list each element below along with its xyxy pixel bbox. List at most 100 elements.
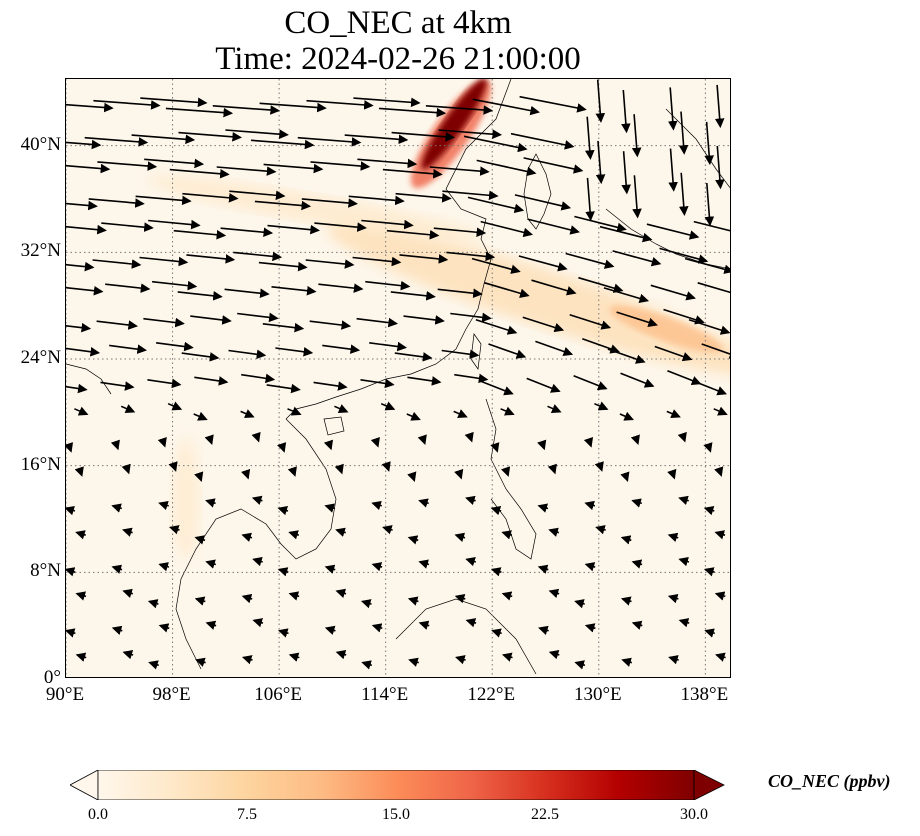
wind-vector bbox=[454, 532, 466, 542]
wind-vector bbox=[353, 97, 421, 108]
wind-vector bbox=[371, 623, 383, 633]
wind-vector bbox=[75, 530, 86, 540]
wind-vector bbox=[632, 175, 642, 219]
wind-vector bbox=[135, 195, 192, 206]
wind-vector bbox=[306, 99, 374, 110]
taiwan-coastline bbox=[470, 333, 482, 370]
wind-vector bbox=[169, 168, 230, 179]
wind-vector bbox=[382, 525, 393, 535]
wind-vector bbox=[313, 381, 348, 391]
wind-vector bbox=[584, 562, 596, 572]
wind-vector bbox=[205, 620, 217, 630]
wind-vector bbox=[335, 588, 347, 598]
chart-title-line1: CO_NEC at 4km bbox=[284, 5, 512, 41]
wind-vector bbox=[522, 316, 565, 333]
wind-vector bbox=[66, 442, 74, 453]
wind-vector bbox=[703, 567, 715, 577]
wind-vector bbox=[288, 530, 300, 540]
wind-vector bbox=[121, 463, 131, 475]
wind-vector bbox=[454, 373, 489, 384]
wind-vector bbox=[322, 344, 361, 354]
wind-vector bbox=[678, 557, 690, 567]
wind-vector bbox=[646, 223, 700, 240]
wind-vector bbox=[96, 320, 138, 330]
wind-vector bbox=[194, 471, 204, 483]
wind-vector bbox=[241, 532, 253, 542]
wind-vector bbox=[399, 254, 449, 264]
wind-vector bbox=[406, 411, 421, 421]
wind-vector bbox=[168, 461, 178, 472]
wind-vector bbox=[271, 285, 317, 296]
wind-vector bbox=[668, 148, 678, 192]
wind-vector bbox=[144, 158, 205, 169]
wind-vector bbox=[251, 495, 263, 505]
wind-vector bbox=[713, 406, 728, 416]
colorbar-svg bbox=[69, 769, 725, 801]
wind-vector bbox=[182, 192, 239, 203]
wind-vector bbox=[75, 591, 87, 601]
map-panel bbox=[65, 78, 731, 678]
wind-vector bbox=[252, 557, 263, 567]
lat-tick-label: 32°N bbox=[20, 240, 61, 262]
wind-vector bbox=[228, 349, 267, 360]
wind-vector bbox=[715, 652, 726, 662]
lon-tick-label: 90°E bbox=[45, 684, 85, 705]
wind-vector bbox=[454, 468, 464, 480]
wind-vector bbox=[519, 95, 587, 113]
wind-vector bbox=[181, 352, 220, 362]
wind-vector bbox=[120, 404, 136, 413]
wind-vector bbox=[715, 145, 725, 190]
wind-vector bbox=[371, 562, 383, 572]
colorbar-min-extend bbox=[69, 769, 99, 801]
lon-tick-label: 98°E bbox=[152, 684, 191, 705]
wind-vector bbox=[621, 657, 633, 667]
wind-vector bbox=[190, 315, 232, 325]
wind-vector bbox=[301, 198, 358, 208]
lat-tick-label: 40°N bbox=[20, 133, 61, 155]
wind-vector bbox=[703, 442, 713, 453]
wind-vector bbox=[454, 594, 466, 604]
wind-vector bbox=[631, 114, 642, 158]
wind-vector bbox=[531, 279, 577, 296]
wind-vector bbox=[233, 251, 283, 262]
wind-vector bbox=[407, 535, 419, 545]
wind-vector bbox=[527, 218, 580, 235]
wind-vector bbox=[152, 280, 198, 291]
wind-vector bbox=[584, 500, 596, 511]
wind-vector bbox=[490, 442, 500, 453]
korea-coastline bbox=[523, 153, 552, 230]
wind-vector bbox=[537, 503, 549, 513]
wind-vector bbox=[240, 409, 255, 419]
wind-vector bbox=[165, 107, 234, 118]
wind-vector bbox=[75, 652, 87, 662]
wind-vector bbox=[441, 349, 480, 360]
wind-vector bbox=[66, 346, 101, 357]
wind-vector bbox=[143, 317, 185, 328]
hainan-coastline bbox=[323, 416, 345, 436]
wind-vector bbox=[131, 134, 196, 145]
wind-vector bbox=[241, 655, 253, 665]
wind-vector bbox=[663, 308, 705, 325]
wind-vector bbox=[66, 628, 76, 638]
wind-vector bbox=[437, 288, 483, 298]
india-bangladesh-coastline bbox=[66, 363, 112, 395]
wind-vector bbox=[425, 105, 494, 115]
wind-vector bbox=[147, 378, 182, 389]
wind-vector bbox=[463, 135, 528, 153]
wind-vector bbox=[66, 567, 76, 577]
wind-vector bbox=[692, 380, 727, 396]
wind-vector bbox=[619, 411, 634, 421]
wind-vector bbox=[288, 591, 300, 601]
wind-vector bbox=[314, 222, 367, 232]
wind-vector bbox=[252, 618, 264, 628]
wind-vector bbox=[475, 319, 518, 335]
wind-vector bbox=[109, 344, 147, 354]
co-plume-east-sea bbox=[609, 305, 723, 353]
wind-vector bbox=[380, 401, 396, 411]
wind-vector bbox=[573, 375, 608, 391]
wind-vector bbox=[357, 158, 418, 169]
wind-vector bbox=[148, 660, 159, 670]
wind-vector bbox=[538, 625, 549, 635]
wind-vector bbox=[193, 411, 208, 421]
wind-vector bbox=[464, 431, 474, 443]
